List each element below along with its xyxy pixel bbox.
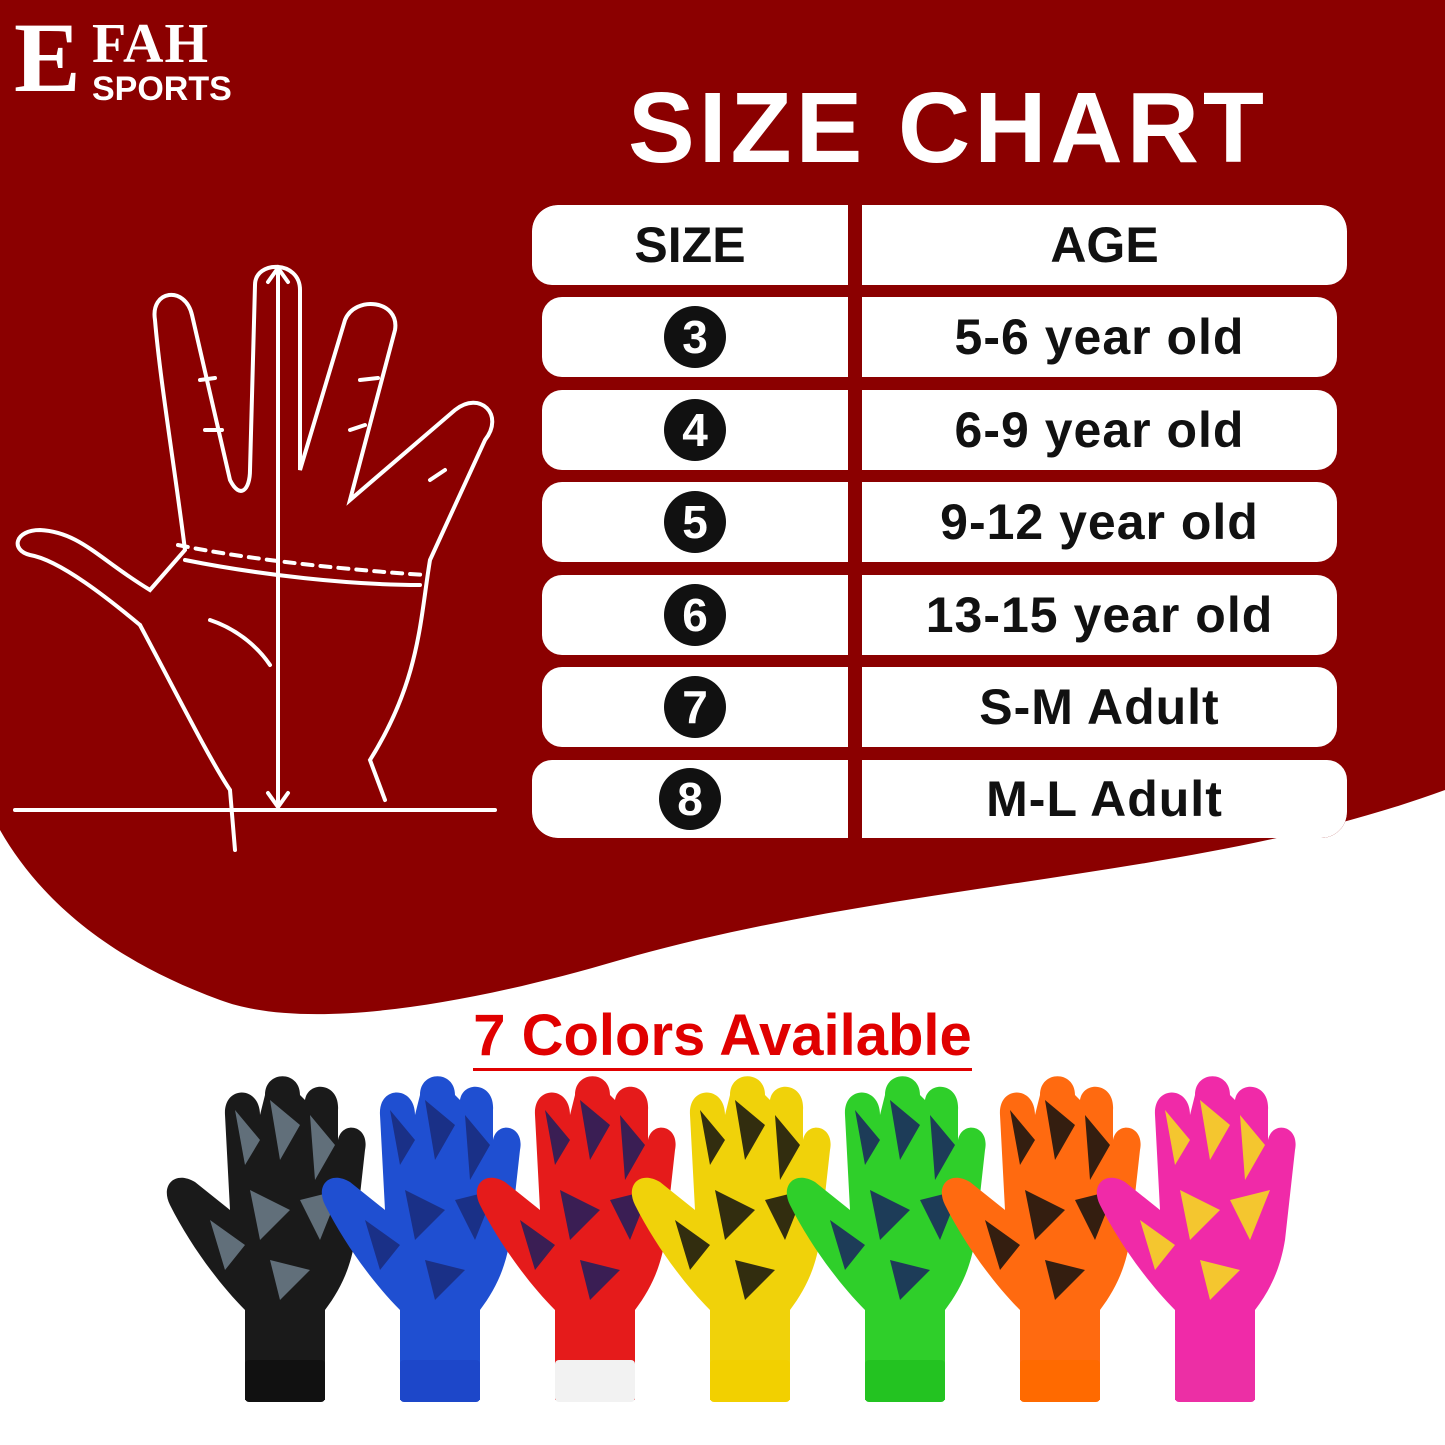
age-value: M-L Adult [986, 770, 1223, 827]
glove-red [476, 1076, 676, 1402]
size-cell: 6 [542, 574, 848, 655]
age-cell: S-M Adult [862, 667, 1337, 747]
glove-orange [941, 1076, 1141, 1402]
header-size: SIZE [532, 205, 848, 285]
header-age: AGE [862, 205, 1347, 285]
age-value: 13-15 year old [925, 586, 1274, 643]
size-number-badge: 3 [664, 306, 726, 368]
page-title: SIZE CHART [628, 72, 1268, 184]
age-cell: 9-12 year old [862, 482, 1337, 562]
colors-heading: 7 Colors Available [0, 1002, 1445, 1071]
age-cell: 13-15 year old [862, 574, 1337, 655]
logo-bottom: SPORTS [92, 70, 232, 108]
age-value: S-M Adult [979, 679, 1220, 735]
size-cell: 8 [532, 759, 848, 838]
size-cell: 7 [542, 667, 848, 747]
table-row: 4 6-9 year old [532, 389, 1347, 470]
table-row: 6 13-15 year old [532, 574, 1347, 655]
logo-letter: E [14, 2, 81, 113]
table-row: 8 M-L Adult [532, 759, 1347, 838]
age-value: 9-12 year old [940, 494, 1259, 550]
table-row: 3 5-6 year old [532, 297, 1347, 377]
table-row: 5 9-12 year old [532, 482, 1347, 562]
glove-blue [321, 1076, 521, 1402]
size-number-badge: 6 [664, 583, 726, 646]
size-cell: 5 [542, 482, 848, 562]
age-value: 5-6 year old [954, 309, 1245, 365]
hand-measure-illustration [13, 264, 497, 852]
glove-green [786, 1076, 986, 1402]
size-number-badge: 7 [664, 676, 726, 738]
colors-heading-text: 7 Colors Available [473, 1003, 972, 1071]
size-cell: 3 [542, 297, 848, 377]
size-number-badge: 5 [664, 491, 726, 553]
logo-top: FAH [92, 13, 210, 75]
glove-black [166, 1076, 366, 1402]
glove-yellow [631, 1076, 831, 1402]
gloves-lineup [166, 1076, 1296, 1402]
size-number-badge: 8 [659, 767, 721, 830]
glove-pink [1096, 1076, 1296, 1402]
table-row: 7 S-M Adult [532, 667, 1347, 747]
size-number-badge: 4 [664, 398, 726, 461]
size-table: SIZE AGE 3 5-6 year old 4 6-9 year old 5 9… [532, 205, 1347, 838]
table-header: SIZE AGE [532, 205, 1347, 285]
age-cell: 5-6 year old [862, 297, 1337, 377]
age-value: 6-9 year old [954, 401, 1245, 458]
age-cell: 6-9 year old [862, 389, 1337, 470]
age-cell: M-L Adult [862, 759, 1347, 838]
size-cell: 4 [542, 389, 848, 470]
